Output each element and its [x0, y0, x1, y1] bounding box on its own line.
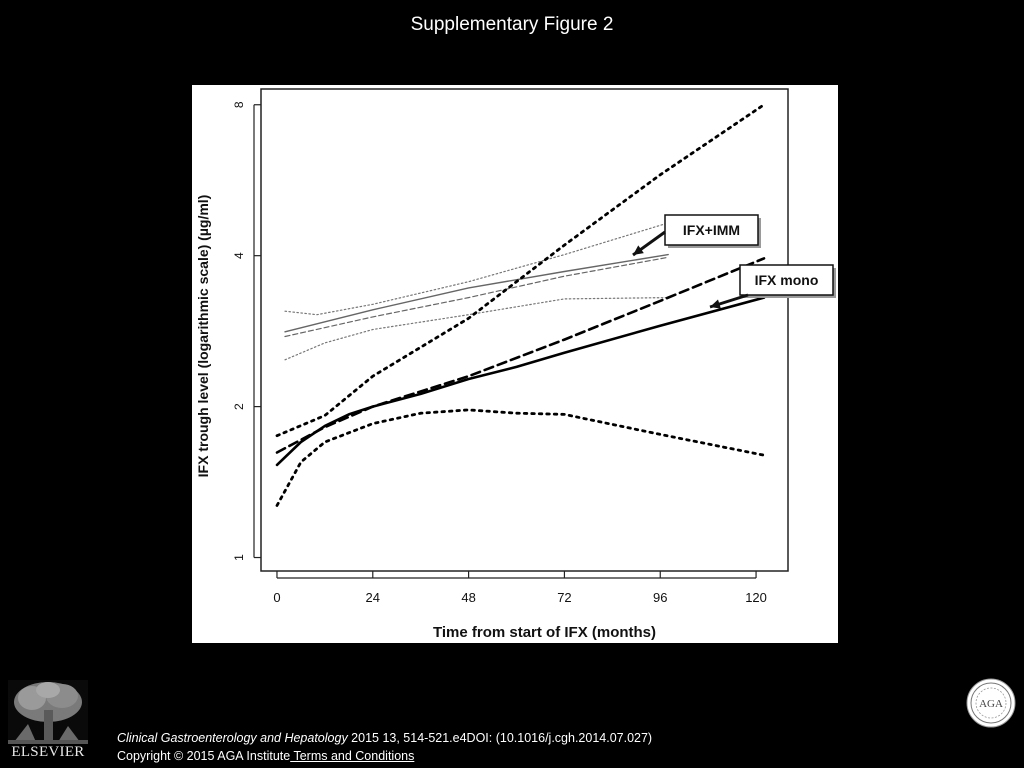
x-tick-label: 120 [745, 590, 767, 605]
copyright-line: Copyright © 2015 AGA Institute Terms and… [117, 749, 414, 763]
series-ifx-monothick-dotted-7 [275, 103, 766, 438]
y-axis-title: IFX trough level (logarithmic scale) (µg… [195, 195, 211, 478]
copyright-text: Copyright © 2015 AGA Institute [117, 749, 291, 763]
x-tick-label: 96 [653, 590, 667, 605]
callout-box [739, 264, 834, 296]
y-tick-label: 2 [232, 403, 246, 410]
callout-label: IFX+IMM [683, 222, 740, 238]
elsevier-wordmark: ELSEVIER [11, 744, 85, 760]
tree-icon [8, 680, 88, 744]
citation-journal: Clinical Gastroenterology and Hepatology [117, 731, 348, 745]
seal-text: AGA [979, 698, 1003, 710]
plot-frame [260, 88, 789, 572]
callout-arrow-head [633, 245, 644, 255]
x-tick-label: 0 [273, 590, 280, 605]
series-ifx-monothick-dotted-6 [275, 408, 766, 507]
callout-arrow-head [710, 299, 721, 309]
x-tick-label: 48 [461, 590, 475, 605]
y-tick-label: 4 [232, 252, 246, 259]
callout-label: IFX mono [755, 272, 819, 288]
x-tick-label: 72 [557, 590, 571, 605]
y-tick-label: 8 [232, 101, 246, 108]
series-ifx-immthin-dotted-3 [284, 297, 669, 361]
figure-panel: 0 24 48 72 96 120 1 2 4 8 Time from start of IFX (… [192, 85, 838, 643]
y-tick-label: 1 [232, 554, 246, 561]
series-ifx-monothick-solid-4 [275, 296, 766, 467]
annotation-layer: IFX+IMM IFX mono [632, 214, 836, 309]
callout-box [664, 214, 759, 246]
citation: Clinical Gastroenterology and Hepatology… [117, 731, 652, 745]
slide-title: Supplementary Figure 2 [410, 14, 614, 35]
x-tick-label: 24 [366, 590, 380, 605]
aga-seal-icon[interactable]: AGA [966, 678, 1016, 728]
elsevier-tree-logo[interactable] [8, 680, 88, 764]
series-ifx-immthin-dashed-1 [284, 256, 669, 338]
terms-and-conditions-link[interactable]: Terms and Conditions [290, 749, 415, 763]
citation-details: 2015 13, 514-521.e4DOI: (10.1016/j.cgh.2… [347, 731, 653, 745]
x-axis-title: Time from start of IFX (months) [433, 624, 656, 641]
series-ifx-immthin-dotted-2 [284, 222, 669, 316]
series-ifx-immthin-solid-0 [284, 253, 669, 333]
series-ifx-monothick-dashed-5 [275, 257, 766, 454]
data-layer [275, 103, 766, 507]
